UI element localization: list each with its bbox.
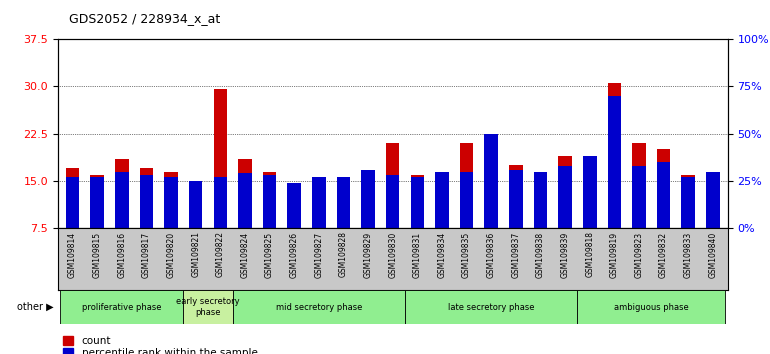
Bar — [509, 165, 523, 228]
Bar — [386, 143, 400, 228]
Text: GSM109820: GSM109820 — [166, 232, 176, 278]
Bar — [164, 177, 178, 228]
Text: GSM109835: GSM109835 — [462, 232, 471, 278]
Bar — [484, 133, 498, 228]
Text: GSM109821: GSM109821 — [191, 232, 200, 278]
Text: ambiguous phase: ambiguous phase — [614, 303, 688, 312]
Bar — [183, 290, 233, 324]
Bar — [287, 187, 301, 228]
Bar — [90, 175, 104, 228]
Text: GSM109826: GSM109826 — [290, 232, 299, 278]
Bar — [509, 170, 523, 228]
Text: GSM109816: GSM109816 — [117, 232, 126, 278]
Bar — [608, 83, 621, 228]
Bar — [558, 156, 572, 228]
Bar — [534, 187, 547, 228]
Legend: count, percentile rank within the sample: count, percentile rank within the sample — [63, 336, 258, 354]
Text: GSM109828: GSM109828 — [339, 232, 348, 278]
Bar — [90, 177, 104, 228]
Bar — [65, 177, 79, 228]
Text: GDS2052 / 228934_x_at: GDS2052 / 228934_x_at — [69, 12, 220, 25]
Text: GSM109823: GSM109823 — [634, 232, 644, 278]
Bar — [189, 181, 203, 228]
Bar — [65, 169, 79, 228]
Bar — [657, 149, 671, 228]
Bar — [115, 172, 129, 228]
Bar — [263, 175, 276, 228]
Bar — [681, 175, 695, 228]
Text: proliferative phase: proliferative phase — [82, 303, 162, 312]
Bar — [312, 177, 326, 228]
Bar — [410, 177, 424, 228]
Bar — [460, 172, 474, 228]
Text: GSM109839: GSM109839 — [561, 232, 570, 278]
Text: GSM109827: GSM109827 — [314, 232, 323, 278]
Bar — [657, 162, 671, 228]
Bar — [115, 159, 129, 228]
Text: GSM109815: GSM109815 — [92, 232, 102, 278]
Bar — [706, 175, 720, 228]
Bar — [632, 143, 646, 228]
Bar — [361, 172, 375, 228]
Bar — [164, 172, 178, 228]
Bar — [632, 166, 646, 228]
Text: GSM109832: GSM109832 — [659, 232, 668, 278]
Text: mid secretory phase: mid secretory phase — [276, 303, 362, 312]
Text: GSM109817: GSM109817 — [142, 232, 151, 278]
Text: GSM109836: GSM109836 — [487, 232, 496, 278]
Bar — [233, 290, 405, 324]
Bar — [484, 133, 498, 228]
Bar — [583, 156, 597, 228]
Bar — [238, 173, 252, 228]
Text: GSM109831: GSM109831 — [413, 232, 422, 278]
Bar — [336, 177, 350, 228]
Bar — [534, 172, 547, 228]
Text: GSM109819: GSM109819 — [610, 232, 619, 278]
Bar — [238, 159, 252, 228]
Bar — [139, 175, 153, 228]
Text: GSM109840: GSM109840 — [708, 232, 718, 278]
Bar — [287, 183, 301, 228]
Bar — [361, 170, 375, 228]
Bar — [435, 172, 449, 228]
Bar — [336, 181, 350, 228]
Bar — [435, 172, 449, 228]
Bar — [460, 143, 474, 228]
Text: GSM109829: GSM109829 — [363, 232, 373, 278]
Text: GSM109824: GSM109824 — [240, 232, 249, 278]
Bar — [60, 290, 183, 324]
Bar — [386, 175, 400, 228]
Bar — [608, 96, 621, 228]
Text: GSM109834: GSM109834 — [437, 232, 447, 278]
Bar — [583, 162, 597, 228]
Text: GSM109814: GSM109814 — [68, 232, 77, 278]
Bar — [578, 290, 725, 324]
Text: GSM109838: GSM109838 — [536, 232, 545, 278]
Bar — [681, 177, 695, 228]
Bar — [312, 180, 326, 228]
Bar — [139, 169, 153, 228]
Bar — [213, 177, 227, 228]
Bar — [706, 172, 720, 228]
Text: GSM109837: GSM109837 — [511, 232, 521, 278]
Bar — [213, 90, 227, 228]
Text: GSM109818: GSM109818 — [585, 232, 594, 278]
Bar — [263, 172, 276, 228]
Text: early secretory
phase: early secretory phase — [176, 297, 239, 317]
Text: GSM109830: GSM109830 — [388, 232, 397, 278]
Text: late secretory phase: late secretory phase — [448, 303, 534, 312]
Text: GSM109825: GSM109825 — [265, 232, 274, 278]
Bar — [410, 175, 424, 228]
Text: other ▶: other ▶ — [17, 302, 54, 312]
Text: GSM109822: GSM109822 — [216, 232, 225, 278]
Bar — [189, 181, 203, 228]
Bar — [405, 290, 578, 324]
Text: GSM109833: GSM109833 — [684, 232, 693, 278]
Bar — [558, 166, 572, 228]
